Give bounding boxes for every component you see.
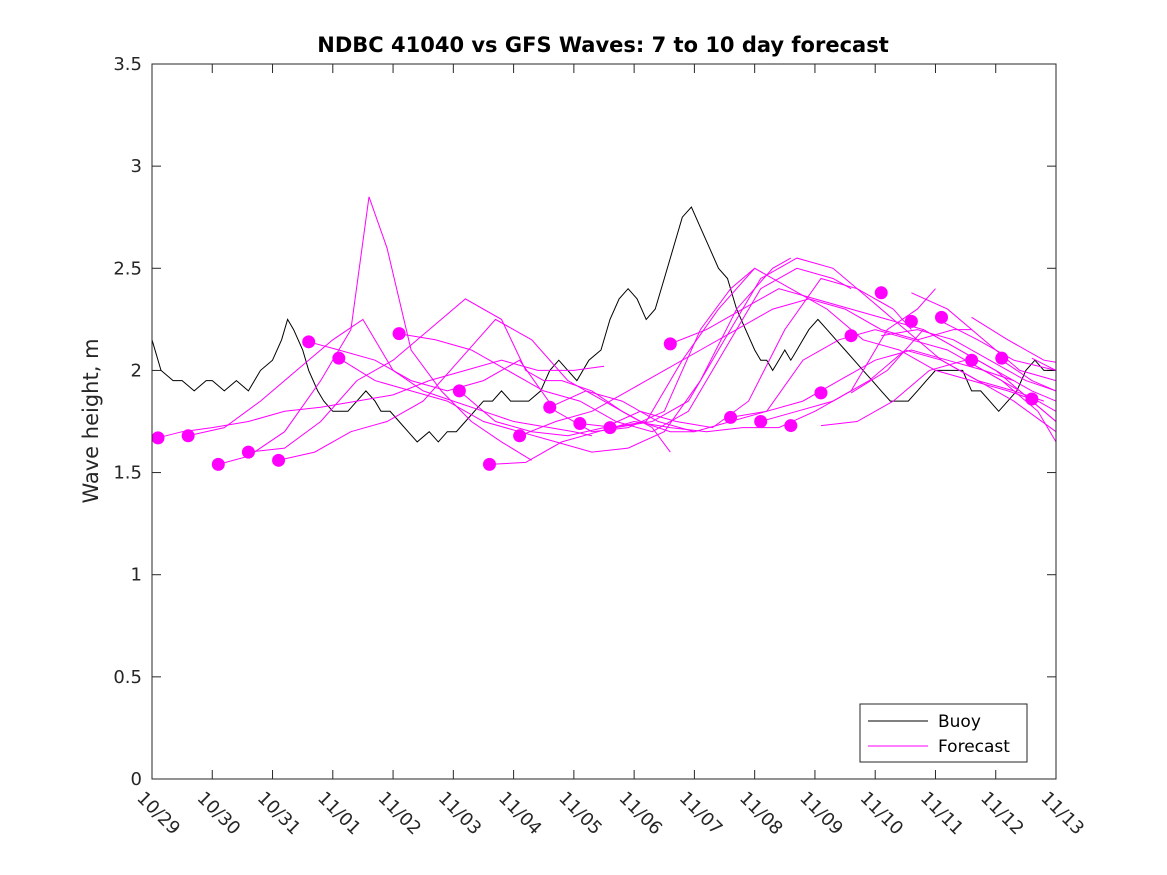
forecast-line <box>549 349 1014 433</box>
legend-box <box>859 703 1028 763</box>
forecast-marker <box>814 386 828 400</box>
forecast-marker <box>573 417 587 431</box>
forecast-line <box>519 298 972 437</box>
forecast-marker <box>874 286 888 300</box>
forecast-line <box>820 359 1057 443</box>
y-axis-label: Wave height, m <box>79 338 103 503</box>
forecast-line <box>911 292 1057 382</box>
forecast-line <box>609 267 1057 429</box>
forecast-marker <box>754 415 768 428</box>
forecast-marker <box>934 310 948 324</box>
forecast-line <box>157 359 605 439</box>
forecast-marker <box>211 457 225 471</box>
forecast-marker <box>181 429 195 443</box>
y-tick-label: 2 <box>131 360 142 381</box>
forecast-marker <box>452 384 466 398</box>
forecast-marker <box>241 445 255 459</box>
forecast-markers <box>151 286 1039 471</box>
legend: Buoy Forecast <box>859 703 1028 763</box>
forecast-line <box>850 328 1057 402</box>
forecast-marker <box>543 400 557 414</box>
forecast-line <box>941 320 1057 371</box>
forecast-marker <box>663 337 677 351</box>
forecast-line <box>459 277 912 437</box>
forecast-line <box>670 288 1057 422</box>
forecast-line <box>218 196 532 465</box>
y-tick-label: 3 <box>131 156 142 177</box>
forecast-marker <box>272 453 286 467</box>
forecast-line <box>971 316 1057 363</box>
legend-buoy-label: Buoy <box>938 712 981 732</box>
forecast-marker <box>513 429 527 443</box>
forecast-marker <box>603 421 617 435</box>
forecast-line <box>1001 359 1057 392</box>
forecast-marker <box>1025 392 1039 406</box>
y-tick-label: 1 <box>131 565 142 586</box>
forecast-line <box>338 257 792 453</box>
forecast-marker <box>482 457 496 471</box>
forecast-marker <box>392 327 406 341</box>
forecast-marker <box>995 351 1009 365</box>
y-tick-label: 0 <box>131 769 142 790</box>
forecast-line <box>1031 357 1057 371</box>
y-tick-label: 2.5 <box>113 258 142 279</box>
forecast-marker <box>151 431 165 445</box>
chart-title: NDBC 41040 vs GFS Waves: 7 to 10 day for… <box>317 33 888 57</box>
forecast-marker <box>904 314 918 328</box>
legend-forecast-label: Forecast <box>938 737 1010 757</box>
y-tick-label: 3.5 <box>113 54 142 75</box>
forecast-line <box>881 329 1057 392</box>
forecast-series <box>157 196 1057 465</box>
forecast-marker <box>844 329 858 343</box>
forecast-marker <box>332 351 346 365</box>
forecast-marker <box>784 419 798 433</box>
forecast-marker <box>724 410 738 424</box>
forecast-marker <box>302 335 316 349</box>
y-tick-label: 0.5 <box>113 667 142 688</box>
forecast-line <box>278 318 695 461</box>
forecast-line <box>399 267 852 433</box>
plot-area-frame <box>151 63 1057 780</box>
forecast-marker <box>965 353 979 367</box>
y-tick-label: 1.5 <box>113 463 142 484</box>
forecast-line <box>489 288 936 465</box>
forecast-line <box>248 298 671 453</box>
